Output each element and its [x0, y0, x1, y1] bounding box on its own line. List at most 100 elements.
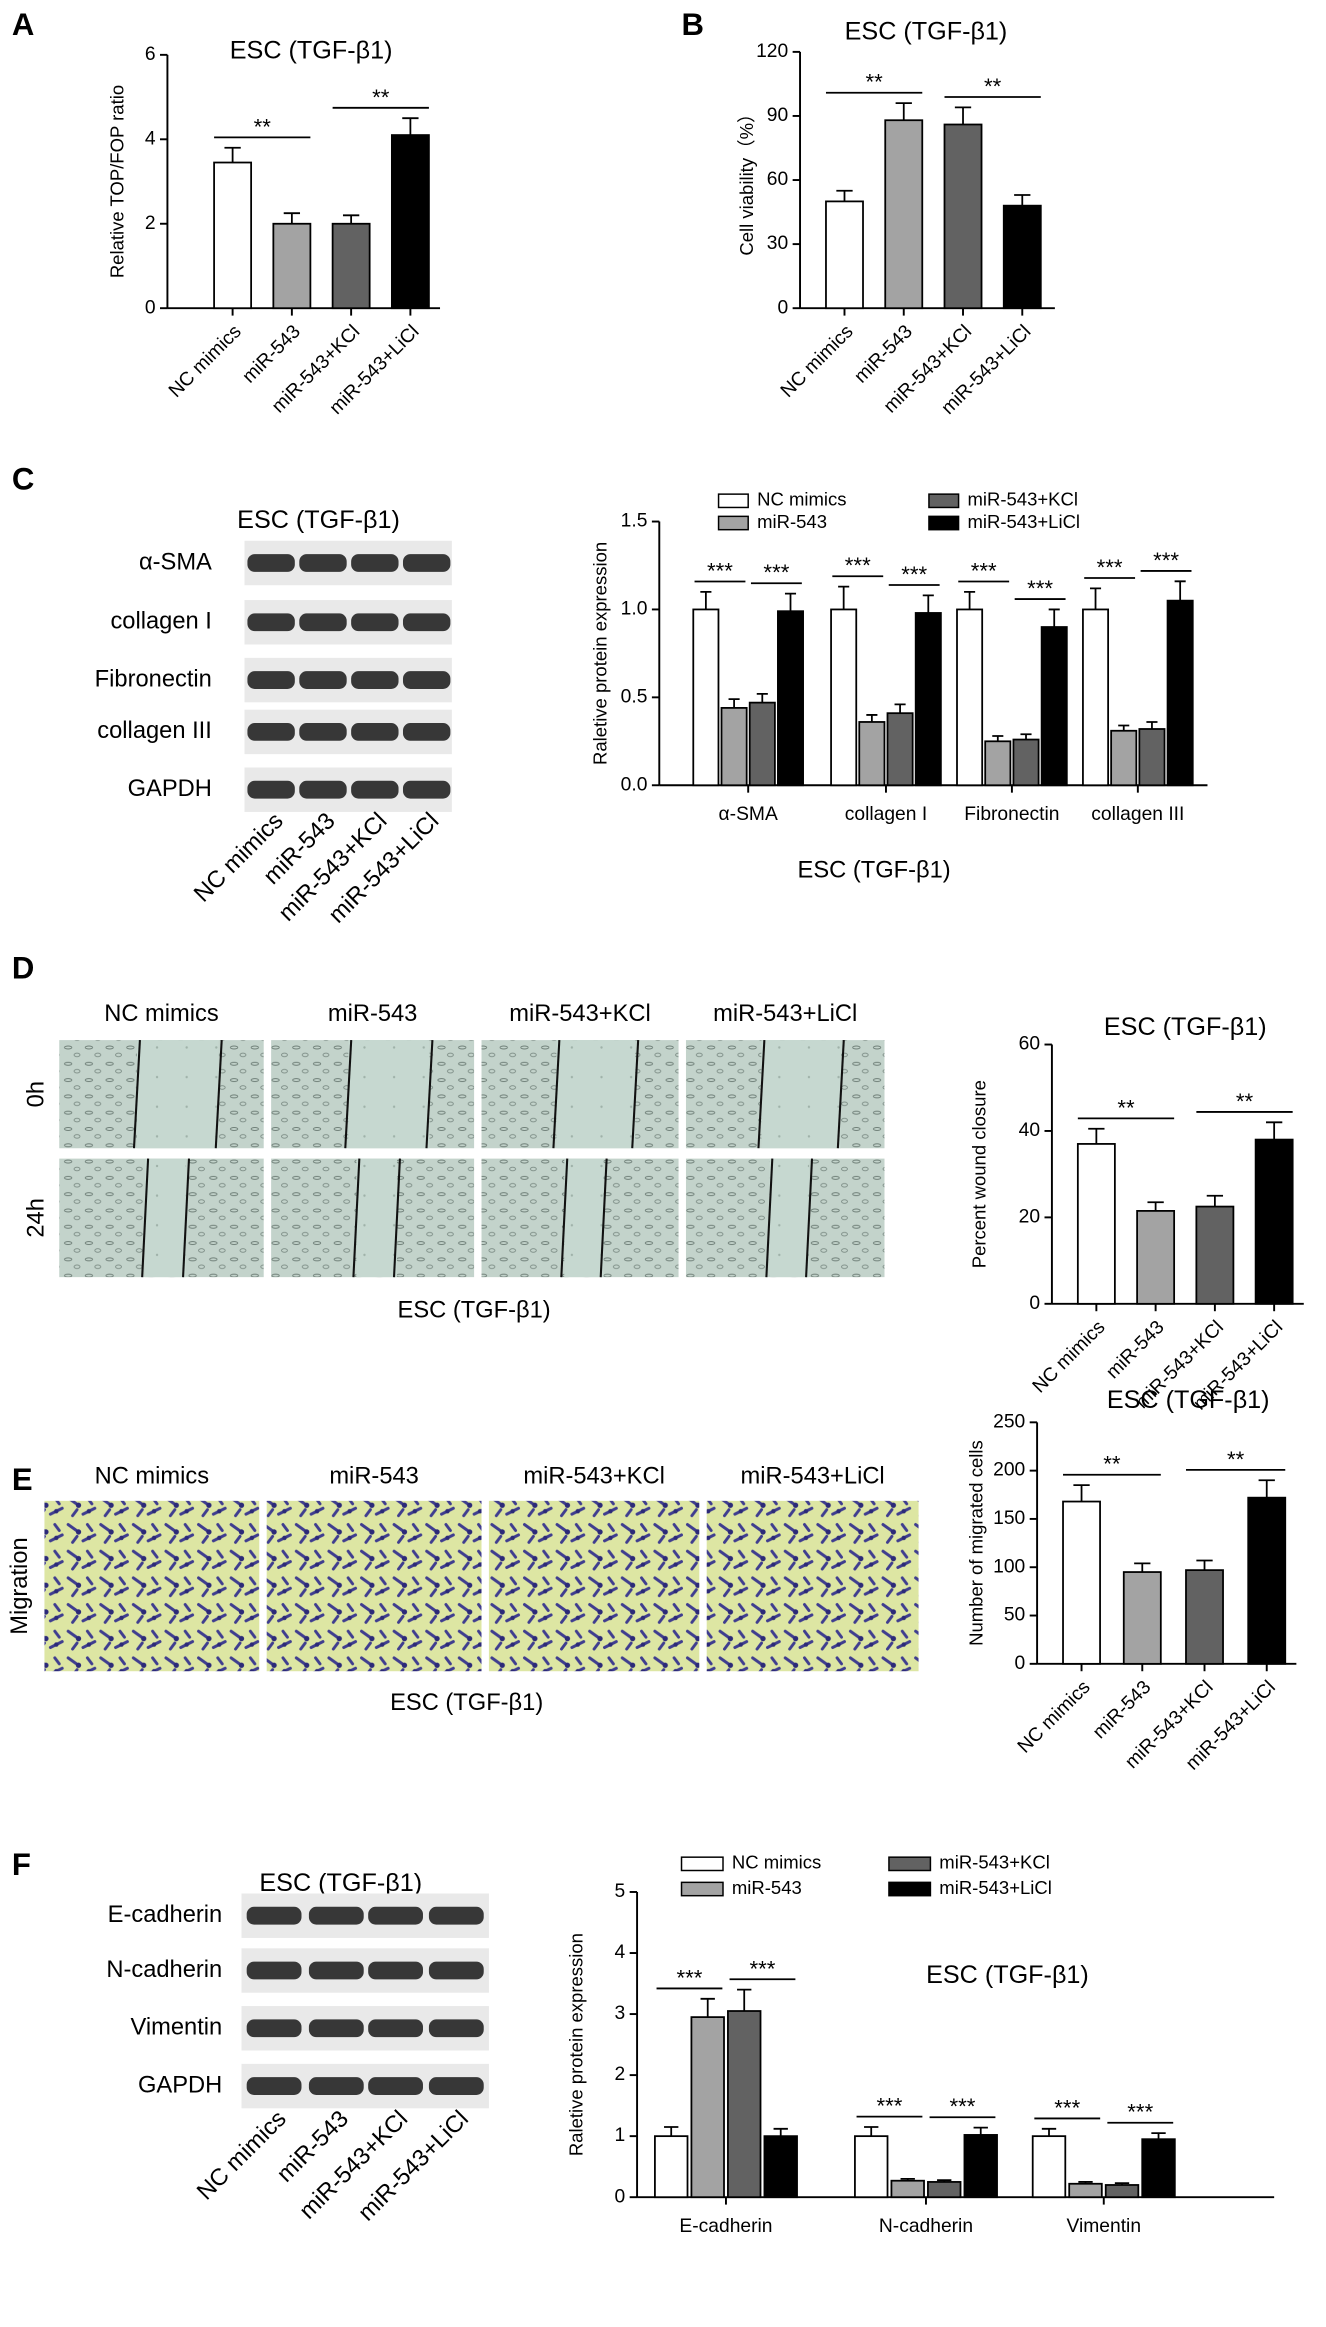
bar [1110, 729, 1138, 787]
y-tick-label: 90 [767, 105, 788, 126]
bar [692, 608, 720, 787]
image-column-label: miR-543+KCl [509, 1001, 651, 1027]
blot-band [368, 1961, 423, 1980]
wound-edge [141, 1158, 150, 1278]
blot-title: ESC (TGF-β1) [259, 1869, 422, 1897]
blot-band [351, 780, 399, 799]
error-bar [700, 1997, 715, 2018]
legend-swatch [928, 515, 960, 531]
panel-letter: B [682, 7, 704, 42]
blot-band [308, 2019, 364, 2038]
y-tick-label: 60 [767, 169, 788, 190]
chart-title: ESC (TGF-β1) [1107, 1386, 1270, 1414]
legend-swatch [717, 515, 749, 531]
y-tick-label: 6 [145, 44, 156, 65]
significance-label: *** [845, 553, 871, 578]
significance-label: *** [707, 558, 733, 583]
bar [777, 610, 804, 787]
blot-row-label: E-cadherin [108, 1902, 223, 1928]
image-row-label: 0h [23, 1081, 49, 1107]
wound-gap [356, 1158, 397, 1278]
bar [1012, 738, 1040, 787]
x-tick-label: Vimentin [1066, 2216, 1141, 2237]
blot-band [308, 2077, 364, 2095]
error-bar [1020, 733, 1032, 740]
image-row-label: Migration [7, 1537, 33, 1634]
x-tick-label: Fibronectin [964, 804, 1059, 825]
blot-row-label: Fibronectin [95, 666, 212, 692]
image-column-label: miR-543+KCl [523, 1463, 665, 1489]
blot-band [402, 671, 451, 689]
blot-band [299, 554, 347, 572]
wound-gap [145, 1158, 187, 1278]
blot-lane-label: miR-543+LiCl [354, 2106, 474, 2226]
error-bar [895, 102, 912, 121]
wound-gap [564, 1158, 604, 1278]
error-bar [784, 592, 797, 612]
wound-edge [631, 1040, 640, 1149]
bar [748, 701, 776, 787]
significance-label: *** [1097, 555, 1123, 580]
blot-band [299, 723, 347, 741]
y-tick-label: 20 [1019, 1206, 1040, 1227]
error-bar [756, 692, 768, 703]
image-column-label: NC mimics [95, 1463, 209, 1489]
bar [1254, 1138, 1294, 1305]
blot-lane-label: NC mimics [192, 2106, 291, 2205]
bar [331, 222, 371, 310]
wound-edge [560, 1158, 569, 1278]
error-bar [1206, 1194, 1224, 1207]
wound-edge [214, 1040, 223, 1149]
legend-label: miR-543+LiCl [967, 511, 1080, 532]
micrograph [266, 1500, 482, 1672]
error-bar [992, 735, 1004, 742]
y-tick-label: 0 [145, 297, 156, 318]
wound-edge [352, 1158, 361, 1278]
blot-row-label: collagen I [110, 609, 211, 635]
significance-label: *** [763, 560, 789, 585]
x-tick-label: collagen I [845, 804, 927, 825]
micrograph [488, 1500, 700, 1672]
blot-band [299, 671, 347, 689]
error-bar [664, 2126, 679, 2137]
bar [858, 721, 886, 787]
legend-label: miR-543+LiCl [939, 1877, 1052, 1898]
x-tick-label: NC mimics [165, 321, 246, 402]
wound-gap [769, 1158, 810, 1278]
significance-label: ** [372, 85, 390, 110]
y-axis-label: Raletive protein expression [589, 542, 610, 765]
error-bar [954, 106, 972, 125]
error-bar [1118, 724, 1130, 731]
y-tick-label: 1.0 [621, 599, 648, 620]
y-tick-label: 1.5 [621, 511, 648, 532]
wound-gap [761, 1040, 841, 1149]
significance-label: ** [865, 70, 883, 95]
blot-band [428, 2077, 484, 2095]
legend-label: miR-543+KCl [967, 489, 1078, 510]
blot-band [247, 780, 295, 799]
bar [1136, 1210, 1176, 1305]
x-tick-label: collagen III [1091, 804, 1184, 825]
bar [854, 2135, 889, 2199]
bar [927, 2181, 962, 2199]
significance-label: ** [1103, 1452, 1121, 1477]
bar [272, 222, 312, 310]
image-column-label: miR-543 [328, 1001, 418, 1027]
blot-band [247, 613, 295, 632]
error-bar [283, 212, 301, 224]
image-column-label: NC mimics [104, 1001, 218, 1027]
image-caption: ESC (TGF-β1) [398, 1297, 551, 1323]
bar [1104, 2184, 1140, 2199]
bar [1138, 728, 1166, 787]
wound-edge [425, 1040, 434, 1149]
bar [1141, 2138, 1176, 2199]
blot-band [402, 613, 451, 632]
error-bar [1078, 2181, 1093, 2184]
blot-band [308, 1906, 364, 1925]
blot-row-label: N-cadherin [106, 1957, 222, 1983]
significance-label: ** [1117, 1095, 1135, 1120]
bar [720, 707, 748, 787]
y-tick-label: 200 [993, 1460, 1025, 1481]
significance-label: *** [676, 1965, 702, 1990]
blot-band [368, 2077, 423, 2095]
